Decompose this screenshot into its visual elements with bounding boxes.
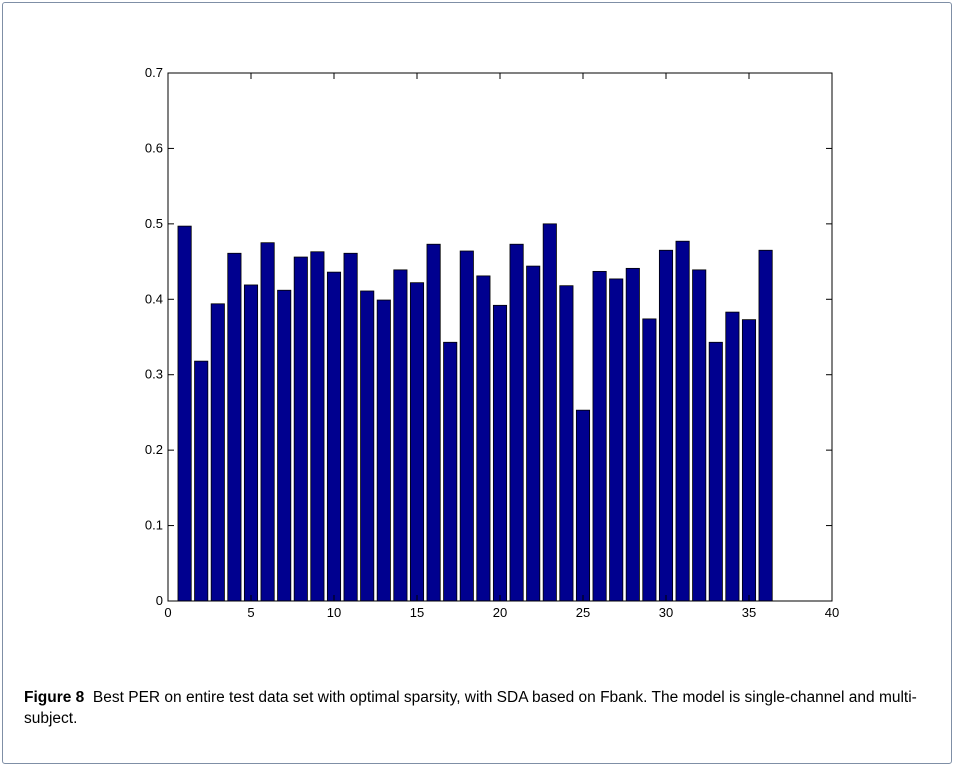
bar bbox=[675, 240, 690, 602]
y-tick-label: 0.6 bbox=[145, 140, 163, 155]
bar bbox=[492, 304, 508, 602]
x-tick-label: 25 bbox=[576, 605, 590, 620]
bar bbox=[227, 252, 242, 602]
caption-text: Best PER on entire test data set with op… bbox=[24, 689, 917, 727]
bar bbox=[526, 265, 541, 602]
bar bbox=[293, 256, 308, 602]
y-tick-label: 0.3 bbox=[145, 367, 163, 382]
y-tick-label: 0.7 bbox=[145, 65, 163, 80]
bar bbox=[575, 409, 591, 602]
bar bbox=[725, 311, 740, 602]
y-tick-label: 0.2 bbox=[145, 442, 163, 457]
x-tick-label: 0 bbox=[164, 605, 171, 620]
x-tick-label: 40 bbox=[825, 605, 839, 620]
bar bbox=[376, 299, 391, 602]
bar bbox=[692, 269, 707, 602]
bar bbox=[609, 278, 624, 602]
bar bbox=[459, 250, 474, 602]
bar bbox=[758, 249, 773, 602]
bar bbox=[476, 275, 491, 602]
bar bbox=[592, 270, 607, 602]
bar bbox=[243, 284, 259, 602]
caption-label: Figure 8 bbox=[24, 689, 85, 706]
y-tick-label: 0 bbox=[156, 593, 163, 608]
y-tick-label: 0.1 bbox=[145, 518, 163, 533]
chart: 0 0.1 0.2 0.3 0.4 0.5 0.6 0.7 0 5 10 15 20 25 30 35 40 bbox=[145, 65, 839, 620]
bar bbox=[542, 223, 557, 602]
x-tick-label: 15 bbox=[410, 605, 424, 620]
bar bbox=[260, 242, 275, 602]
bar bbox=[393, 269, 408, 602]
bar bbox=[310, 251, 325, 602]
bar bbox=[642, 318, 657, 602]
y-tick-label: 0.4 bbox=[145, 291, 163, 306]
bar bbox=[658, 249, 674, 602]
bar bbox=[343, 252, 358, 602]
x-tick-label: 10 bbox=[327, 605, 341, 620]
x-tick-label: 30 bbox=[659, 605, 673, 620]
x-tick-label: 5 bbox=[247, 605, 254, 620]
bar bbox=[559, 285, 574, 602]
x-tick-label: 20 bbox=[493, 605, 507, 620]
bar bbox=[277, 289, 292, 602]
bar bbox=[509, 243, 524, 602]
bar bbox=[426, 243, 441, 602]
bar bbox=[443, 341, 458, 602]
figure-caption: Figure 8 Best PER on entire test data se… bbox=[24, 687, 934, 729]
bar bbox=[708, 341, 723, 602]
bar bbox=[409, 282, 425, 602]
bar bbox=[210, 303, 225, 602]
bar bbox=[360, 290, 375, 602]
x-tick-label: 35 bbox=[742, 605, 756, 620]
bar bbox=[625, 267, 640, 602]
bar bbox=[326, 271, 342, 602]
bar bbox=[741, 319, 757, 602]
bar bbox=[194, 360, 209, 602]
bar bbox=[177, 225, 192, 602]
y-tick-label: 0.5 bbox=[145, 216, 163, 231]
